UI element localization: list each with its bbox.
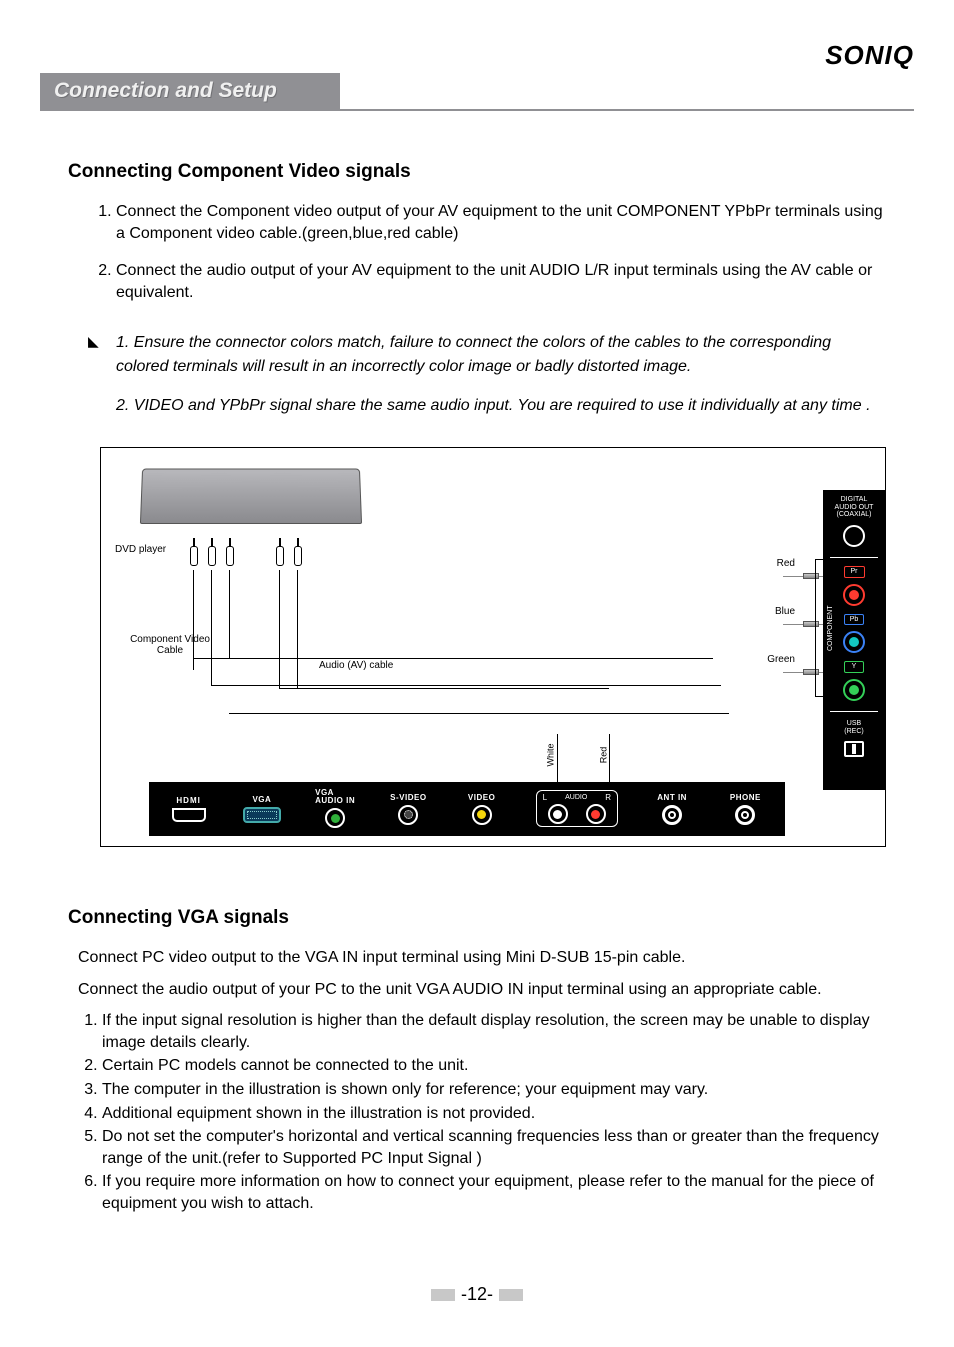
component-cable-label: Component Video Cable <box>115 634 225 656</box>
dvd-player-label: DVD player <box>115 544 166 555</box>
vga-intro-1: Connect PC video output to the VGA IN in… <box>78 947 886 969</box>
brand-logo: SONIQ <box>40 40 914 71</box>
vga-point: Certain PC models cannot be connected to… <box>102 1055 886 1077</box>
wire-label-green: Green <box>767 654 795 665</box>
page-number-bar-left <box>431 1289 455 1301</box>
component-heading: Connecting Component Video signals <box>68 161 886 183</box>
note-marker-icon: ◣ <box>88 333 99 350</box>
pb-jack <box>843 631 865 653</box>
page-number-text: -12- <box>461 1284 493 1305</box>
connection-diagram: DVD player Component Video Cable Audio (… <box>100 447 886 847</box>
section-banner-row: Connection and Setup <box>40 73 914 111</box>
component-note: 2. VIDEO and YPbPr signal share the same… <box>116 394 886 417</box>
phone-terminal: PHONE <box>721 793 769 825</box>
component-plugs <box>189 538 235 568</box>
page-number-bar-right <box>499 1289 523 1301</box>
vga-point: Additional equipment shown in the illust… <box>102 1103 886 1125</box>
usb-label: USB (REC) <box>844 720 863 735</box>
vga-audio-terminal: VGA AUDIO IN <box>311 789 359 828</box>
wire-label-blue: Blue <box>775 606 795 617</box>
pr-label: Pr <box>844 566 865 578</box>
dvd-player-illustration <box>140 468 362 523</box>
wire-label-red2: Red <box>598 747 608 764</box>
pr-jack <box>843 584 865 606</box>
digital-audio-label: DIGITAL AUDIO OUT (COAXIAL) <box>835 496 874 519</box>
component-steps: Connect the Component video output of yo… <box>116 201 886 303</box>
vga-point: If you require more information on how t… <box>102 1171 886 1214</box>
component-side-label: COMPONENT <box>827 558 837 698</box>
page-content: Connecting Component Video signals Conne… <box>40 161 914 1214</box>
ant-in-terminal: ANT IN <box>648 793 696 825</box>
av-cable-label: Audio (AV) cable <box>319 660 393 671</box>
y-label: Y <box>844 661 865 673</box>
section-banner-text: Connection and Setup <box>54 79 277 102</box>
svideo-terminal: S-VIDEO <box>384 793 432 825</box>
vga-point: If the input signal resolution is higher… <box>102 1010 886 1053</box>
usb-slot <box>844 741 864 757</box>
section-banner: Connection and Setup <box>40 73 340 109</box>
vga-point: The computer in the illustration is show… <box>102 1079 886 1101</box>
video-terminal: VIDEO <box>458 793 506 825</box>
component-step: Connect the Component video output of yo… <box>116 201 886 244</box>
wire-label-red: Red <box>777 558 795 569</box>
av-plugs <box>275 538 303 568</box>
vga-points: If the input signal resolution is higher… <box>102 1010 886 1214</box>
hdmi-terminal: HDMI <box>165 796 213 822</box>
vga-terminal: VGA <box>238 795 286 823</box>
digital-audio-jack <box>843 525 865 547</box>
audio-lr-terminal: L AUDIO R <box>531 790 623 827</box>
bottom-terminal-panel: HDMI VGA VGA AUDIO IN S-VIDEO VIDEO <box>149 782 785 836</box>
pb-label: Pb <box>844 614 865 626</box>
component-notes: ◣ 1. Ensure the connector colors match, … <box>116 331 886 417</box>
wire-label-white: White <box>546 743 556 766</box>
vga-intro-2: Connect the audio output of your PC to t… <box>78 979 886 1001</box>
page-number: -12- <box>40 1284 914 1305</box>
vga-heading: Connecting VGA signals <box>68 907 886 929</box>
component-bracket <box>815 559 823 697</box>
component-step: Connect the audio output of your AV equi… <box>116 260 886 303</box>
vga-point: Do not set the computer's horizontal and… <box>102 1126 886 1169</box>
component-note: 1. Ensure the connector colors match, fa… <box>116 331 886 377</box>
y-jack <box>843 679 865 701</box>
